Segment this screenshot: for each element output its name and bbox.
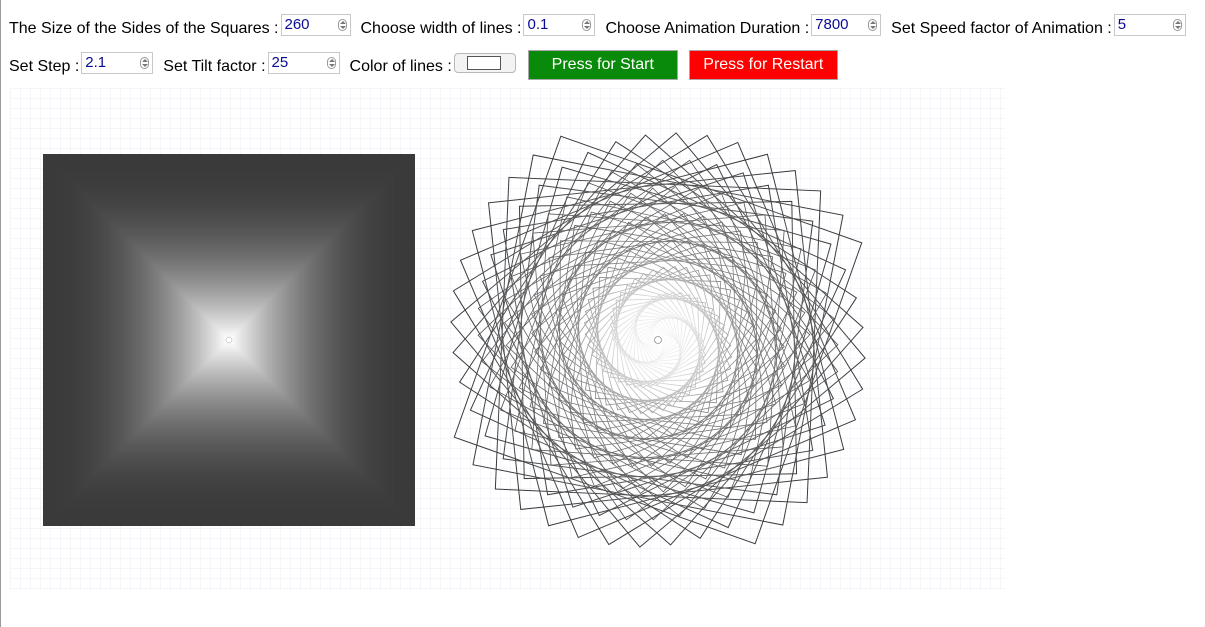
- controls-row-1: The Size of the Sides of the Squares : 2…: [9, 14, 1186, 44]
- size-value: 260: [284, 16, 310, 33]
- size-label: The Size of the Sides of the Squares :: [9, 20, 279, 37]
- speed-input[interactable]: 5: [1113, 14, 1186, 36]
- spiral-center-mark: [654, 336, 662, 344]
- drawing-svg: [10, 88, 1005, 590]
- restart-button[interactable]: Press for Restart: [688, 50, 838, 80]
- size-input[interactable]: 260: [280, 14, 351, 36]
- size-spinner-icon[interactable]: [337, 19, 347, 31]
- tilt-input[interactable]: 25: [267, 52, 340, 74]
- nested-squares: [43, 154, 415, 526]
- window-left-edge: [0, 0, 1, 627]
- controls-row-2: Set Step : 2.1 Set Tilt factor : 25 Colo…: [9, 50, 838, 82]
- line-width-spinner-icon[interactable]: [582, 19, 592, 31]
- duration-input[interactable]: 7800: [811, 14, 882, 36]
- line-color-swatch: [466, 56, 501, 70]
- line-width-label: Choose width of lines :: [360, 20, 522, 37]
- step-spinner-icon[interactable]: [140, 57, 150, 69]
- drawing-canvas[interactable]: [10, 88, 1005, 590]
- step-label: Set Step :: [9, 58, 80, 75]
- line-width-input[interactable]: 0.1: [523, 14, 596, 36]
- spiral-center-glow: [458, 140, 858, 540]
- duration-spinner-icon[interactable]: [868, 19, 878, 31]
- duration-value: 7800: [815, 16, 849, 33]
- tilt-label: Set Tilt factor :: [163, 58, 266, 75]
- step-input[interactable]: 2.1: [81, 52, 154, 74]
- speed-spinner-icon[interactable]: [1172, 19, 1182, 31]
- line-color-picker[interactable]: [453, 53, 516, 73]
- start-button[interactable]: Press for Start: [527, 50, 678, 80]
- tilt-value: 25: [271, 54, 289, 71]
- nested-square: [227, 338, 231, 342]
- step-value: 2.1: [85, 54, 107, 71]
- squares-center-mark: [225, 336, 233, 344]
- speed-value: 5: [1117, 16, 1127, 33]
- speed-label: Set Speed factor of Animation :: [891, 20, 1112, 37]
- line-width-value: 0.1: [527, 16, 549, 33]
- color-label: Color of lines :: [349, 58, 452, 75]
- tilt-spinner-icon[interactable]: [326, 57, 336, 69]
- duration-label: Choose Animation Duration :: [605, 20, 810, 37]
